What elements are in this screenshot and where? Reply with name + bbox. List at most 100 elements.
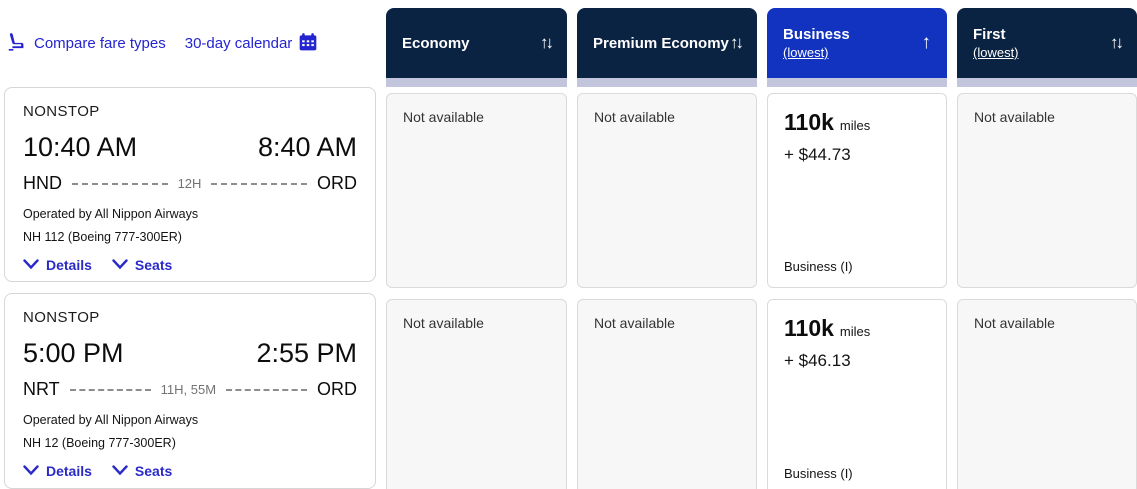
cash-copay-value: + $46.13 bbox=[784, 351, 851, 370]
flight-times: 5:00 PM 2:55 PM bbox=[23, 338, 357, 369]
first-header-labels: First (lowest) bbox=[973, 26, 1019, 60]
stops-label: NONSTOP bbox=[23, 103, 100, 120]
not-available-label: Not available bbox=[403, 109, 484, 125]
flight-number-aircraft: NH 112 (Boeing 777-300ER) bbox=[23, 230, 182, 244]
fare-cell-first: Not available bbox=[957, 93, 1137, 288]
details-link[interactable]: Details bbox=[23, 257, 92, 273]
chevron-down-icon bbox=[23, 257, 39, 273]
column-economy: Economy ↑↓ Not available Not available bbox=[386, 0, 567, 489]
not-available-label: Not available bbox=[594, 315, 675, 331]
column-name: Business bbox=[783, 26, 850, 43]
duration-label: 11H, 55M bbox=[160, 382, 217, 397]
departure-time: 10:40 AM bbox=[23, 132, 138, 162]
chevron-down-icon bbox=[112, 257, 128, 273]
sort-arrows-icon: ↑↓ bbox=[540, 33, 554, 52]
route-dash-line bbox=[69, 388, 151, 391]
route-dash-line bbox=[211, 182, 308, 185]
compare-fare-types-link[interactable]: Compare fare types bbox=[6, 31, 166, 57]
fare-class-label: Business (I) bbox=[784, 259, 853, 274]
seat-icon bbox=[6, 31, 28, 57]
stops-label: NONSTOP bbox=[23, 309, 100, 326]
route-row: HND 12H ORD bbox=[23, 173, 357, 194]
column-header-strip bbox=[957, 78, 1137, 87]
thirty-day-calendar-label: 30-day calendar bbox=[184, 35, 293, 52]
operated-by-label: Operated by All Nippon Airways bbox=[23, 413, 199, 427]
results-grid: Compare fare types 30-day calendar bbox=[4, 0, 1137, 489]
chevron-down-icon bbox=[23, 463, 39, 479]
route-row: NRT 11H, 55M ORD bbox=[23, 379, 357, 400]
operated-by-label: Operated by All Nippon Airways bbox=[23, 207, 199, 221]
details-label: Details bbox=[46, 463, 92, 479]
not-available-label: Not available bbox=[403, 315, 484, 331]
fare-cell-first: Not available bbox=[957, 299, 1137, 489]
column-sublabel-lowest[interactable]: (lowest) bbox=[973, 45, 1019, 60]
fare-cell-premium-economy: Not available bbox=[577, 299, 757, 489]
destination-code: ORD bbox=[317, 173, 358, 193]
business-header-labels: Business (lowest) bbox=[783, 26, 850, 60]
route-dash-line bbox=[72, 182, 168, 185]
route-dash-line bbox=[226, 388, 308, 391]
not-available-label: Not available bbox=[974, 315, 1055, 331]
miles-value: 110k bbox=[784, 315, 834, 341]
economy-sort-header[interactable]: Economy ↑↓ bbox=[386, 8, 567, 78]
fare-cell-business[interactable]: 110k miles + $46.13 Business (I) bbox=[767, 299, 947, 489]
column-sublabel-lowest[interactable]: (lowest) bbox=[783, 45, 829, 60]
seats-link[interactable]: Seats bbox=[112, 257, 172, 273]
card-links: Details Seats bbox=[23, 257, 357, 273]
sort-ascending-icon: ↑ bbox=[921, 32, 932, 53]
flight-card: NONSTOP 5:00 PM 2:55 PM NRT 11H, 55M ORD… bbox=[4, 293, 376, 489]
thirty-day-calendar-link[interactable]: 30-day calendar bbox=[185, 32, 319, 56]
seats-label: Seats bbox=[134, 257, 173, 273]
premium-economy-sort-header[interactable]: Premium Economy ↑↓ bbox=[577, 8, 757, 78]
fare-cell-economy: Not available bbox=[386, 299, 567, 489]
seats-label: Seats bbox=[134, 463, 173, 479]
departure-time: 5:00 PM bbox=[23, 338, 124, 368]
miles-row: 110k miles bbox=[784, 109, 930, 136]
first-sort-header[interactable]: First (lowest) ↑↓ bbox=[957, 8, 1137, 78]
flight-times: 10:40 AM 8:40 AM bbox=[23, 132, 357, 163]
calendar-icon bbox=[298, 32, 318, 56]
not-available-label: Not available bbox=[974, 109, 1055, 125]
column-name: Economy bbox=[402, 34, 470, 52]
column-premium-economy: Premium Economy ↑↓ Not available Not ava… bbox=[577, 0, 757, 489]
miles-value: 110k bbox=[784, 109, 834, 135]
sort-arrows-icon: ↑↓ bbox=[730, 33, 744, 52]
flight-info-column: Compare fare types 30-day calendar bbox=[4, 0, 376, 489]
miles-row: 110k miles bbox=[784, 315, 930, 342]
origin-code: HND bbox=[23, 173, 62, 193]
column-name: First bbox=[973, 26, 1006, 43]
arrival-time: 2:55 PM bbox=[256, 338, 357, 368]
fare-cell-business[interactable]: 110k miles + $44.73 Business (I) bbox=[767, 93, 947, 288]
economy-header-labels: Economy bbox=[402, 35, 470, 52]
fare-cell-premium-economy: Not available bbox=[577, 93, 757, 288]
column-header-strip bbox=[577, 78, 757, 87]
details-label: Details bbox=[46, 257, 92, 273]
seats-link[interactable]: Seats bbox=[112, 463, 172, 479]
compare-fare-types-label: Compare fare types bbox=[34, 35, 166, 52]
column-header-strip bbox=[386, 78, 567, 87]
column-first: First (lowest) ↑↓ Not available Not avai… bbox=[957, 0, 1137, 489]
details-link[interactable]: Details bbox=[23, 463, 92, 479]
chevron-down-icon bbox=[112, 463, 128, 479]
cell-spacer bbox=[784, 165, 930, 259]
duration-label: 12H bbox=[177, 176, 202, 191]
flight-card: NONSTOP 10:40 AM 8:40 AM HND 12H ORD Ope… bbox=[4, 87, 376, 282]
column-name: Premium Economy bbox=[593, 34, 729, 52]
arrival-time: 8:40 AM bbox=[257, 132, 357, 162]
toolbar: Compare fare types 30-day calendar bbox=[4, 31, 318, 57]
toolbar-area: Compare fare types 30-day calendar bbox=[4, 0, 376, 87]
fare-cell-economy: Not available bbox=[386, 93, 567, 288]
cell-spacer bbox=[784, 371, 930, 466]
business-sort-header[interactable]: Business (lowest) ↑ bbox=[767, 8, 947, 78]
destination-code: ORD bbox=[317, 379, 358, 399]
miles-unit-label: miles bbox=[839, 324, 871, 339]
origin-code: NRT bbox=[23, 379, 60, 399]
card-links: Details Seats bbox=[23, 463, 357, 479]
column-header-strip bbox=[767, 78, 947, 87]
flight-number-aircraft: NH 12 (Boeing 777-300ER) bbox=[23, 436, 176, 450]
miles-unit-label: miles bbox=[839, 118, 871, 133]
premium-economy-header-labels: Premium Economy bbox=[593, 35, 729, 52]
fare-class-label: Business (I) bbox=[784, 466, 853, 481]
cash-copay-value: + $44.73 bbox=[784, 145, 851, 164]
